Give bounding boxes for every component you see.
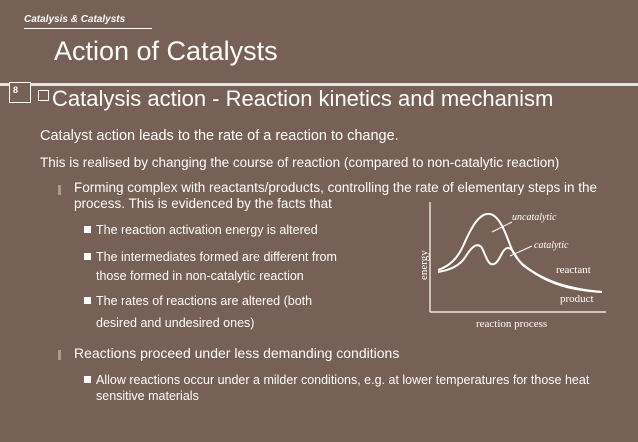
sub-item-1: The reaction activation energy is altere… (96, 223, 318, 237)
sub-item-4: Allow reactions occur under a milder con… (96, 373, 590, 403)
bullet-1-text: Forming complex with reactants/products,… (74, 180, 597, 211)
energy-diagram: uncatalytic catalytic reactant product r… (418, 202, 606, 330)
y-axis-label: energy (418, 250, 430, 280)
sub-item-2-cont: those formed in non-catalytic reaction (96, 269, 304, 283)
x-axis-label: reaction process (476, 318, 547, 330)
catalytic-pointer (509, 245, 533, 257)
square-bullet-icon (84, 376, 91, 383)
slide-number: 8 (9, 82, 31, 103)
paragraph-1: Catalyst action leads to the rate of a r… (40, 128, 399, 144)
section-tag: Catalysis & Catalysts (24, 14, 126, 25)
catalytic-curve (437, 244, 603, 293)
bullet-marker-icon (58, 185, 61, 195)
slide-subtitle: Catalysis action - Reaction kinetics and… (52, 86, 554, 111)
title-rule (0, 83, 638, 86)
catalytic-label: catalytic (534, 240, 569, 251)
sub-item-3-cont: desired and undesired ones) (96, 316, 255, 330)
sub-item-3: The rates of reactions are altered (both (96, 294, 313, 308)
product-label: product (560, 293, 594, 305)
square-bullet-icon (84, 297, 91, 304)
sub-item-2: The intermediates formed are different f… (96, 250, 337, 264)
uncatalytic-curve (437, 212, 603, 293)
square-bullet-icon (84, 253, 91, 260)
paragraph-2: This is realised by changing the course … (40, 155, 560, 170)
bullet-2-text: Reactions proceed under less demanding c… (74, 345, 400, 361)
reactant-label: reactant (556, 264, 591, 276)
slide-title: Action of Catalysts (54, 36, 278, 66)
subtitle-bullet-icon (38, 90, 49, 101)
uncatalytic-pointer (491, 221, 513, 233)
uncatalytic-label: uncatalytic (512, 212, 557, 223)
section-underline (24, 28, 152, 29)
square-bullet-icon (84, 226, 91, 233)
bullet-marker-icon (58, 350, 61, 360)
